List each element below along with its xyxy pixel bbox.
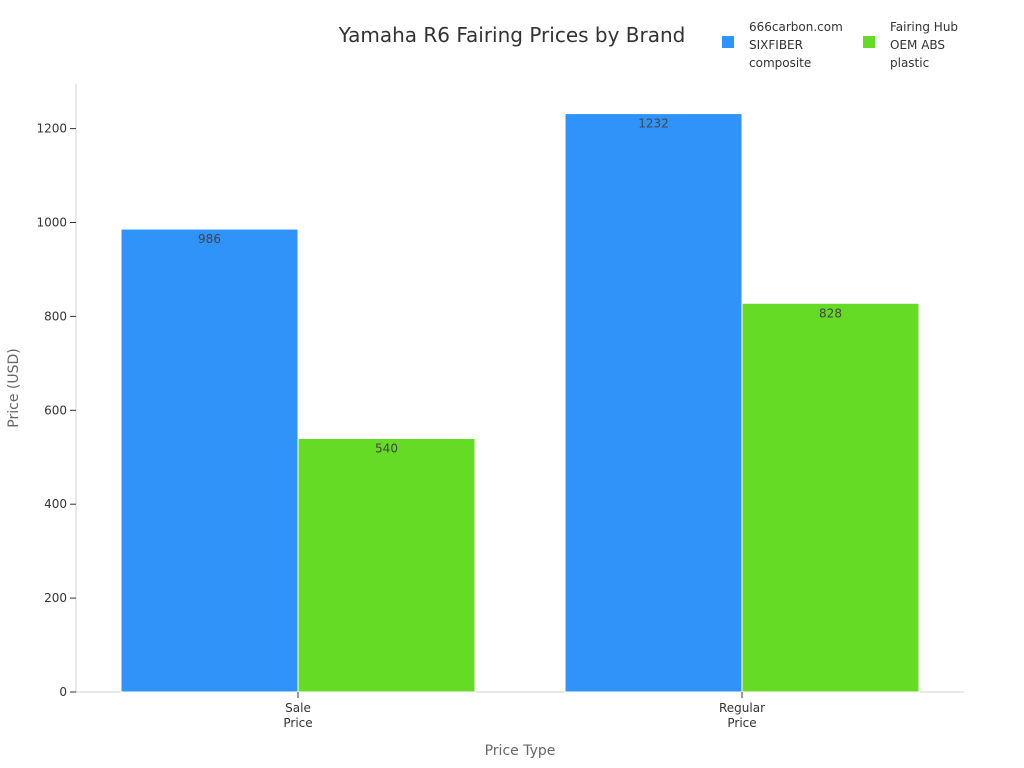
bar-data-label: 986	[198, 232, 221, 246]
legend-label: Fairing Hub	[890, 20, 958, 34]
legend-swatch	[722, 36, 734, 48]
bar-data-label: 828	[819, 306, 842, 320]
legend-label: 666carbon.com	[749, 20, 843, 34]
bar-data-label: 540	[375, 441, 398, 455]
y-tick-label: 400	[44, 497, 67, 511]
bar-data-label: 1232	[638, 117, 669, 131]
bars: 986 540 1232 828	[120, 113, 920, 693]
x-axis-title: Price Type	[485, 743, 556, 759]
bar	[741, 302, 920, 693]
bar	[564, 113, 743, 693]
legend-label: OEM ABS	[890, 38, 945, 52]
bar	[297, 437, 476, 693]
y-axis-title: Price (USD)	[6, 348, 22, 427]
y-tick-label: 200	[44, 591, 67, 605]
x-tick-label: Sale	[285, 701, 311, 715]
y-tick-label: 1200	[36, 122, 67, 136]
bar	[120, 228, 299, 693]
legend-label: plastic	[890, 56, 929, 70]
x-tick-label: Price	[283, 716, 312, 730]
y-axis-ticks: 0 200 400 600 800 1000 1200	[36, 122, 76, 699]
y-tick-label: 800	[44, 309, 67, 323]
y-tick-label: 1000	[36, 216, 67, 230]
y-tick-label: 600	[44, 403, 67, 417]
x-tick-label: Price	[727, 716, 756, 730]
chart-title: Yamaha R6 Fairing Prices by Brand	[338, 23, 686, 47]
legend-label: composite	[749, 56, 811, 70]
legend-swatch	[863, 36, 875, 48]
legend: 666carbon.com SIXFIBER composite Fairing Hu…	[722, 20, 958, 70]
legend-label: SIXFIBER	[749, 38, 803, 52]
y-tick-label: 0	[59, 685, 67, 699]
x-tick-label: Regular	[719, 701, 765, 715]
